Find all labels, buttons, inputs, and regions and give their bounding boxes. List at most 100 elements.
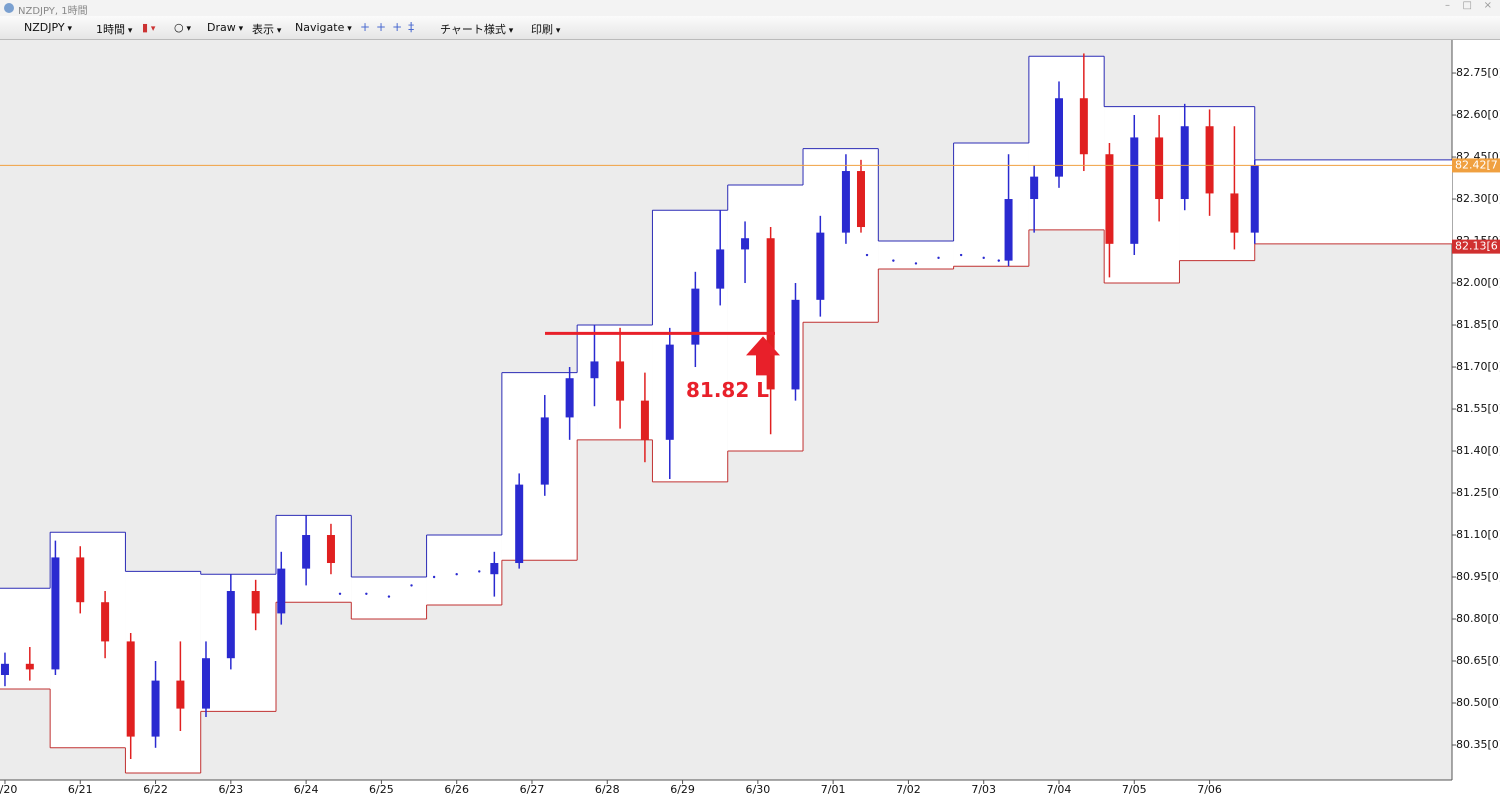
channel-fill — [200, 574, 277, 712]
y-tick-label: 82.60[0] — [1456, 108, 1500, 121]
candle-body — [101, 602, 110, 642]
x-tick-label: 6/20 — [0, 783, 17, 796]
channel-fill — [953, 143, 1029, 267]
x-tick-label: 6/26 — [444, 783, 469, 796]
candle-body — [816, 232, 825, 300]
candle-body — [302, 535, 311, 569]
x-tick-label: 6/23 — [218, 783, 243, 796]
annotation-label: 81.82 L — [686, 378, 769, 402]
price-label-box — [1452, 239, 1500, 254]
y-tick-label: 81.10[0] — [1456, 528, 1500, 541]
navigate-menu[interactable]: Navigate — [295, 21, 352, 34]
candle-body — [841, 171, 850, 233]
candle-body — [1054, 98, 1063, 177]
channel-fill — [803, 148, 879, 323]
channel-fill — [1254, 159, 1452, 244]
x-tick-label: 6/28 — [595, 783, 620, 796]
candle-body — [616, 361, 625, 401]
x-tick-label: 7/03 — [971, 783, 996, 796]
y-tick-label: 80.65[0] — [1456, 654, 1500, 667]
symbol-select[interactable]: NZDJPY — [24, 21, 88, 34]
dot — [997, 259, 1000, 262]
print-menu[interactable]: 印刷 — [531, 21, 560, 37]
dot — [892, 259, 895, 262]
y-tick-label: 80.35[0] — [1456, 738, 1500, 751]
view-menu[interactable]: 表示 — [252, 21, 281, 37]
title-bar: NZDJPY, 1時間 – □ × — [0, 0, 1500, 17]
dot — [937, 256, 940, 260]
window-title: NZDJPY, 1時間 — [18, 6, 88, 17]
candle-body — [640, 400, 649, 440]
channel-fill — [1028, 56, 1105, 230]
price-label: 82.42[7 — [1455, 158, 1498, 171]
channel-fill — [351, 577, 427, 620]
dot — [338, 592, 342, 596]
channel-fill — [1179, 106, 1255, 261]
candle-body — [151, 680, 160, 737]
candle-body — [540, 417, 549, 485]
candle-body — [76, 557, 85, 603]
dot — [365, 592, 368, 596]
candle-body — [226, 591, 235, 659]
x-tick-label: 6/25 — [369, 783, 394, 796]
y-tick-label: 80.50[0] — [1456, 696, 1500, 709]
shape-button[interactable]: ○ — [174, 21, 191, 34]
candle-body — [515, 484, 524, 564]
y-tick-label: 81.40[0] — [1456, 444, 1500, 457]
y-tick-label: 82.00[0] — [1456, 276, 1500, 289]
candle-body — [1004, 199, 1013, 261]
zoom-buttons[interactable]: +++‡ — [360, 20, 421, 34]
y-tick-label: 81.70[0] — [1456, 360, 1500, 373]
candle-body — [201, 658, 210, 709]
x-tick-label: 7/06 — [1197, 783, 1222, 796]
candle-body — [590, 361, 599, 379]
chart-style-menu[interactable]: チャート様式 — [440, 21, 513, 37]
x-tick-label: 6/21 — [68, 783, 93, 796]
x-tick-label: 6/27 — [520, 783, 545, 796]
maximize[interactable]: □ — [1462, 0, 1472, 11]
candle-body — [1030, 176, 1039, 200]
channel-fill — [50, 532, 126, 748]
x-tick-label: 6/29 — [670, 783, 695, 796]
dot — [387, 595, 391, 598]
dot — [865, 253, 869, 257]
toolbar: NZDJPY 1時間 Draw 表示 Navigate チャート様式 印刷 ▮ … — [0, 16, 1500, 40]
minimize[interactable]: – — [1445, 0, 1450, 11]
timeframe-select[interactable]: 1時間 — [96, 21, 132, 37]
dot — [959, 253, 963, 257]
price-label: 82.13[6 — [1455, 240, 1498, 253]
y-tick-label: 82.30[0] — [1456, 192, 1500, 205]
y-tick-label: 80.95[0] — [1456, 570, 1500, 583]
channel-fill — [652, 210, 728, 482]
close[interactable]: × — [1483, 0, 1492, 11]
channel-fill — [727, 185, 804, 452]
dot — [432, 575, 436, 579]
x-tick-label: 6/30 — [745, 783, 770, 796]
candle-body — [766, 238, 775, 390]
candle-body — [1250, 165, 1259, 233]
app-icon — [4, 3, 14, 13]
candle-body — [51, 557, 60, 670]
channel-fill — [426, 535, 502, 606]
candle-body — [565, 378, 574, 418]
x-tick-label: 7/05 — [1122, 783, 1147, 796]
channel-fill — [276, 515, 352, 603]
x-tick-label: 6/22 — [143, 783, 168, 796]
x-tick-label: 7/02 — [896, 783, 921, 796]
chart: 80.35[0] 80.50[0] 80.65[0] 80.80[0] 80.95[0]… — [0, 40, 1500, 797]
y-tick-label: 81.25[0] — [1456, 486, 1500, 499]
dot — [455, 573, 458, 576]
x-tick-label: 6/24 — [294, 783, 319, 796]
y-tick-label: 81.55[0] — [1456, 402, 1500, 415]
price-label-box — [1452, 158, 1500, 173]
channel-fill — [577, 325, 653, 440]
y-tick-label: 80.80[0] — [1456, 612, 1500, 625]
x-tick-label: 7/04 — [1047, 783, 1072, 796]
candle-body — [126, 641, 135, 737]
candle-body — [665, 344, 674, 440]
candle-body — [1230, 193, 1239, 233]
draw-menu[interactable]: Draw — [207, 21, 243, 34]
candle-body — [176, 680, 185, 709]
chart-type-button[interactable]: ▮ — [142, 21, 155, 34]
